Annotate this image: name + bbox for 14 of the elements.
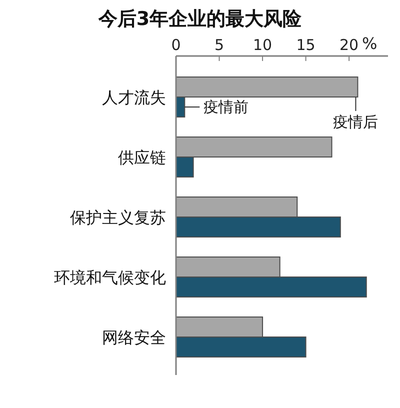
y-tick-label: 网络安全 (102, 328, 166, 347)
x-tick-label: 10 (252, 36, 272, 54)
x-axis-title: % (362, 34, 378, 53)
series-label: 疫情前 (204, 98, 249, 116)
y-tick-label: 人才流失 (102, 88, 166, 107)
x-tick-label: 15 (296, 36, 316, 54)
chart-title: 今后3年企业的最大风险 (97, 7, 303, 32)
x-tick-label: 20 (340, 36, 359, 54)
y-tick-label: 供应链 (118, 148, 166, 167)
x-tick-label: 5 (214, 36, 224, 54)
y-tick-label: 环境和气候变化 (54, 268, 166, 287)
series-label: 疫情后 (333, 113, 378, 131)
x-tick-label: 0 (171, 36, 181, 54)
y-tick-label: 保护主义复苏 (70, 208, 166, 227)
